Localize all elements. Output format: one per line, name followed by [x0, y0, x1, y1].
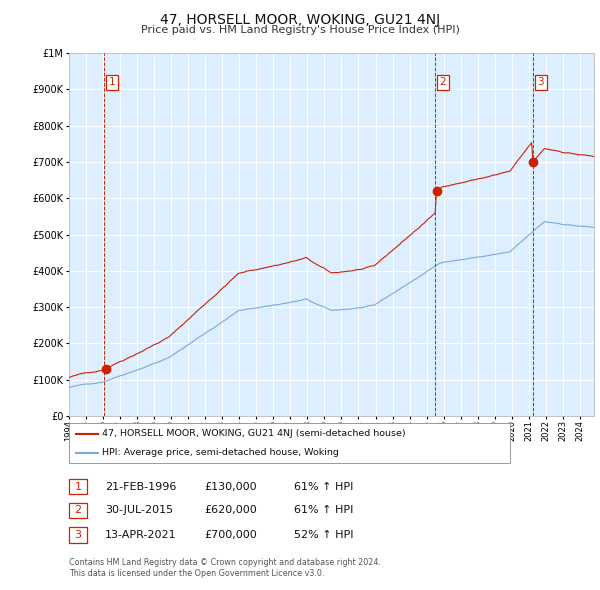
Text: 2: 2: [439, 77, 446, 87]
Text: 61% ↑ HPI: 61% ↑ HPI: [294, 482, 353, 491]
Text: 3: 3: [74, 530, 82, 540]
Text: Contains HM Land Registry data © Crown copyright and database right 2024.
This d: Contains HM Land Registry data © Crown c…: [69, 558, 381, 578]
Text: 13-APR-2021: 13-APR-2021: [105, 530, 176, 540]
Text: 21-FEB-1996: 21-FEB-1996: [105, 482, 176, 491]
Text: 47, HORSELL MOOR, WOKING, GU21 4NJ: 47, HORSELL MOOR, WOKING, GU21 4NJ: [160, 13, 440, 27]
Text: 1: 1: [74, 482, 82, 491]
Text: 61% ↑ HPI: 61% ↑ HPI: [294, 506, 353, 515]
Text: 3: 3: [537, 77, 544, 87]
Text: 47, HORSELL MOOR, WOKING, GU21 4NJ (semi-detached house): 47, HORSELL MOOR, WOKING, GU21 4NJ (semi…: [102, 429, 406, 438]
Text: 1: 1: [109, 77, 115, 87]
Text: £620,000: £620,000: [204, 506, 257, 515]
Text: £130,000: £130,000: [204, 482, 257, 491]
Text: £700,000: £700,000: [204, 530, 257, 540]
Text: 2: 2: [74, 506, 82, 515]
Text: 52% ↑ HPI: 52% ↑ HPI: [294, 530, 353, 540]
Text: Price paid vs. HM Land Registry's House Price Index (HPI): Price paid vs. HM Land Registry's House …: [140, 25, 460, 35]
Text: 30-JUL-2015: 30-JUL-2015: [105, 506, 173, 515]
Text: HPI: Average price, semi-detached house, Woking: HPI: Average price, semi-detached house,…: [102, 448, 339, 457]
